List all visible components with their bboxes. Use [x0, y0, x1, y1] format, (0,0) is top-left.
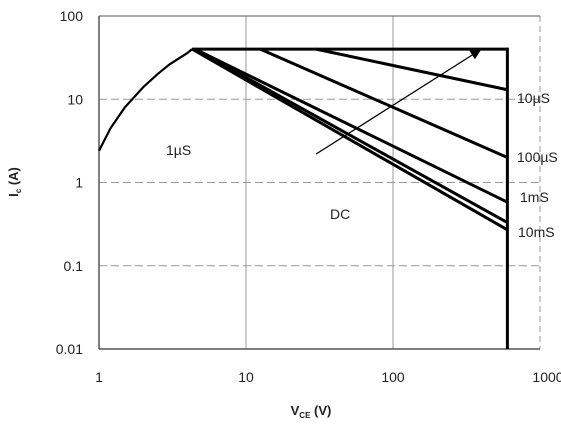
curve-label-10ms: 10mS [518, 224, 555, 240]
plot-frame [98, 15, 540, 350]
curve-label-1us: 1µS [166, 142, 191, 158]
y-tick-label: 0.1 [64, 258, 84, 274]
tick-labels: 1 10 100 1000 0.01 0.1 1 10 100 [56, 8, 561, 385]
x-axis-label: VCE (V) [291, 403, 332, 420]
y-tick-label: 0.01 [56, 341, 83, 357]
x-tick-label: 1 [95, 369, 103, 385]
arrow-head-icon [469, 49, 482, 60]
x-tick-label: 10 [238, 369, 254, 385]
curve-1ms [194, 47, 509, 204]
curve-10ms [194, 47, 509, 224]
curve-dc [191, 47, 509, 232]
soa-curves [98, 47, 509, 349]
x-tick-label: 100 [381, 369, 405, 385]
curve-label-10us: 10µS [517, 90, 550, 106]
curve-label-100us: 100µS [517, 149, 558, 165]
y-tick-label: 1 [75, 175, 83, 191]
curve-label-1ms: 1mS [520, 189, 549, 205]
curve-label-dc: DC [330, 206, 350, 222]
y-axis-label: Ic (A) [6, 167, 23, 197]
grid-lines [99, 16, 541, 349]
curve-100s [259, 47, 508, 159]
thermal-boundary-curve [98, 48, 193, 152]
x-tick-label: 1000 [532, 369, 561, 385]
annotation-arrow-1us [315, 48, 482, 155]
y-tick-label: 100 [60, 8, 84, 24]
y-tick-label: 10 [67, 91, 83, 107]
curve-10s [315, 47, 508, 92]
